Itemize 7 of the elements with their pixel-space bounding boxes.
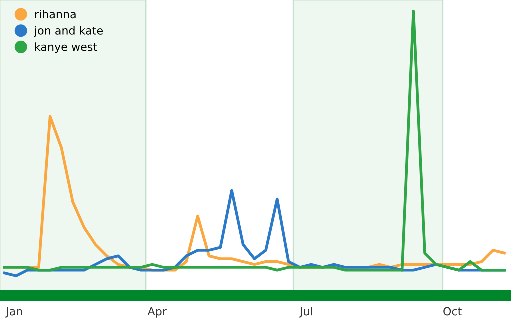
x-tick-label: Oct — [444, 307, 462, 316]
legend-label: rihanna — [35, 10, 76, 19]
legend-label: kanye west — [35, 42, 98, 54]
x-tick-label: Jan — [5, 307, 22, 318]
x-tick-label: Apr — [148, 307, 167, 318]
legend-label: jon and kate — [34, 26, 103, 38]
x-tick-label: Jul — [299, 307, 312, 318]
